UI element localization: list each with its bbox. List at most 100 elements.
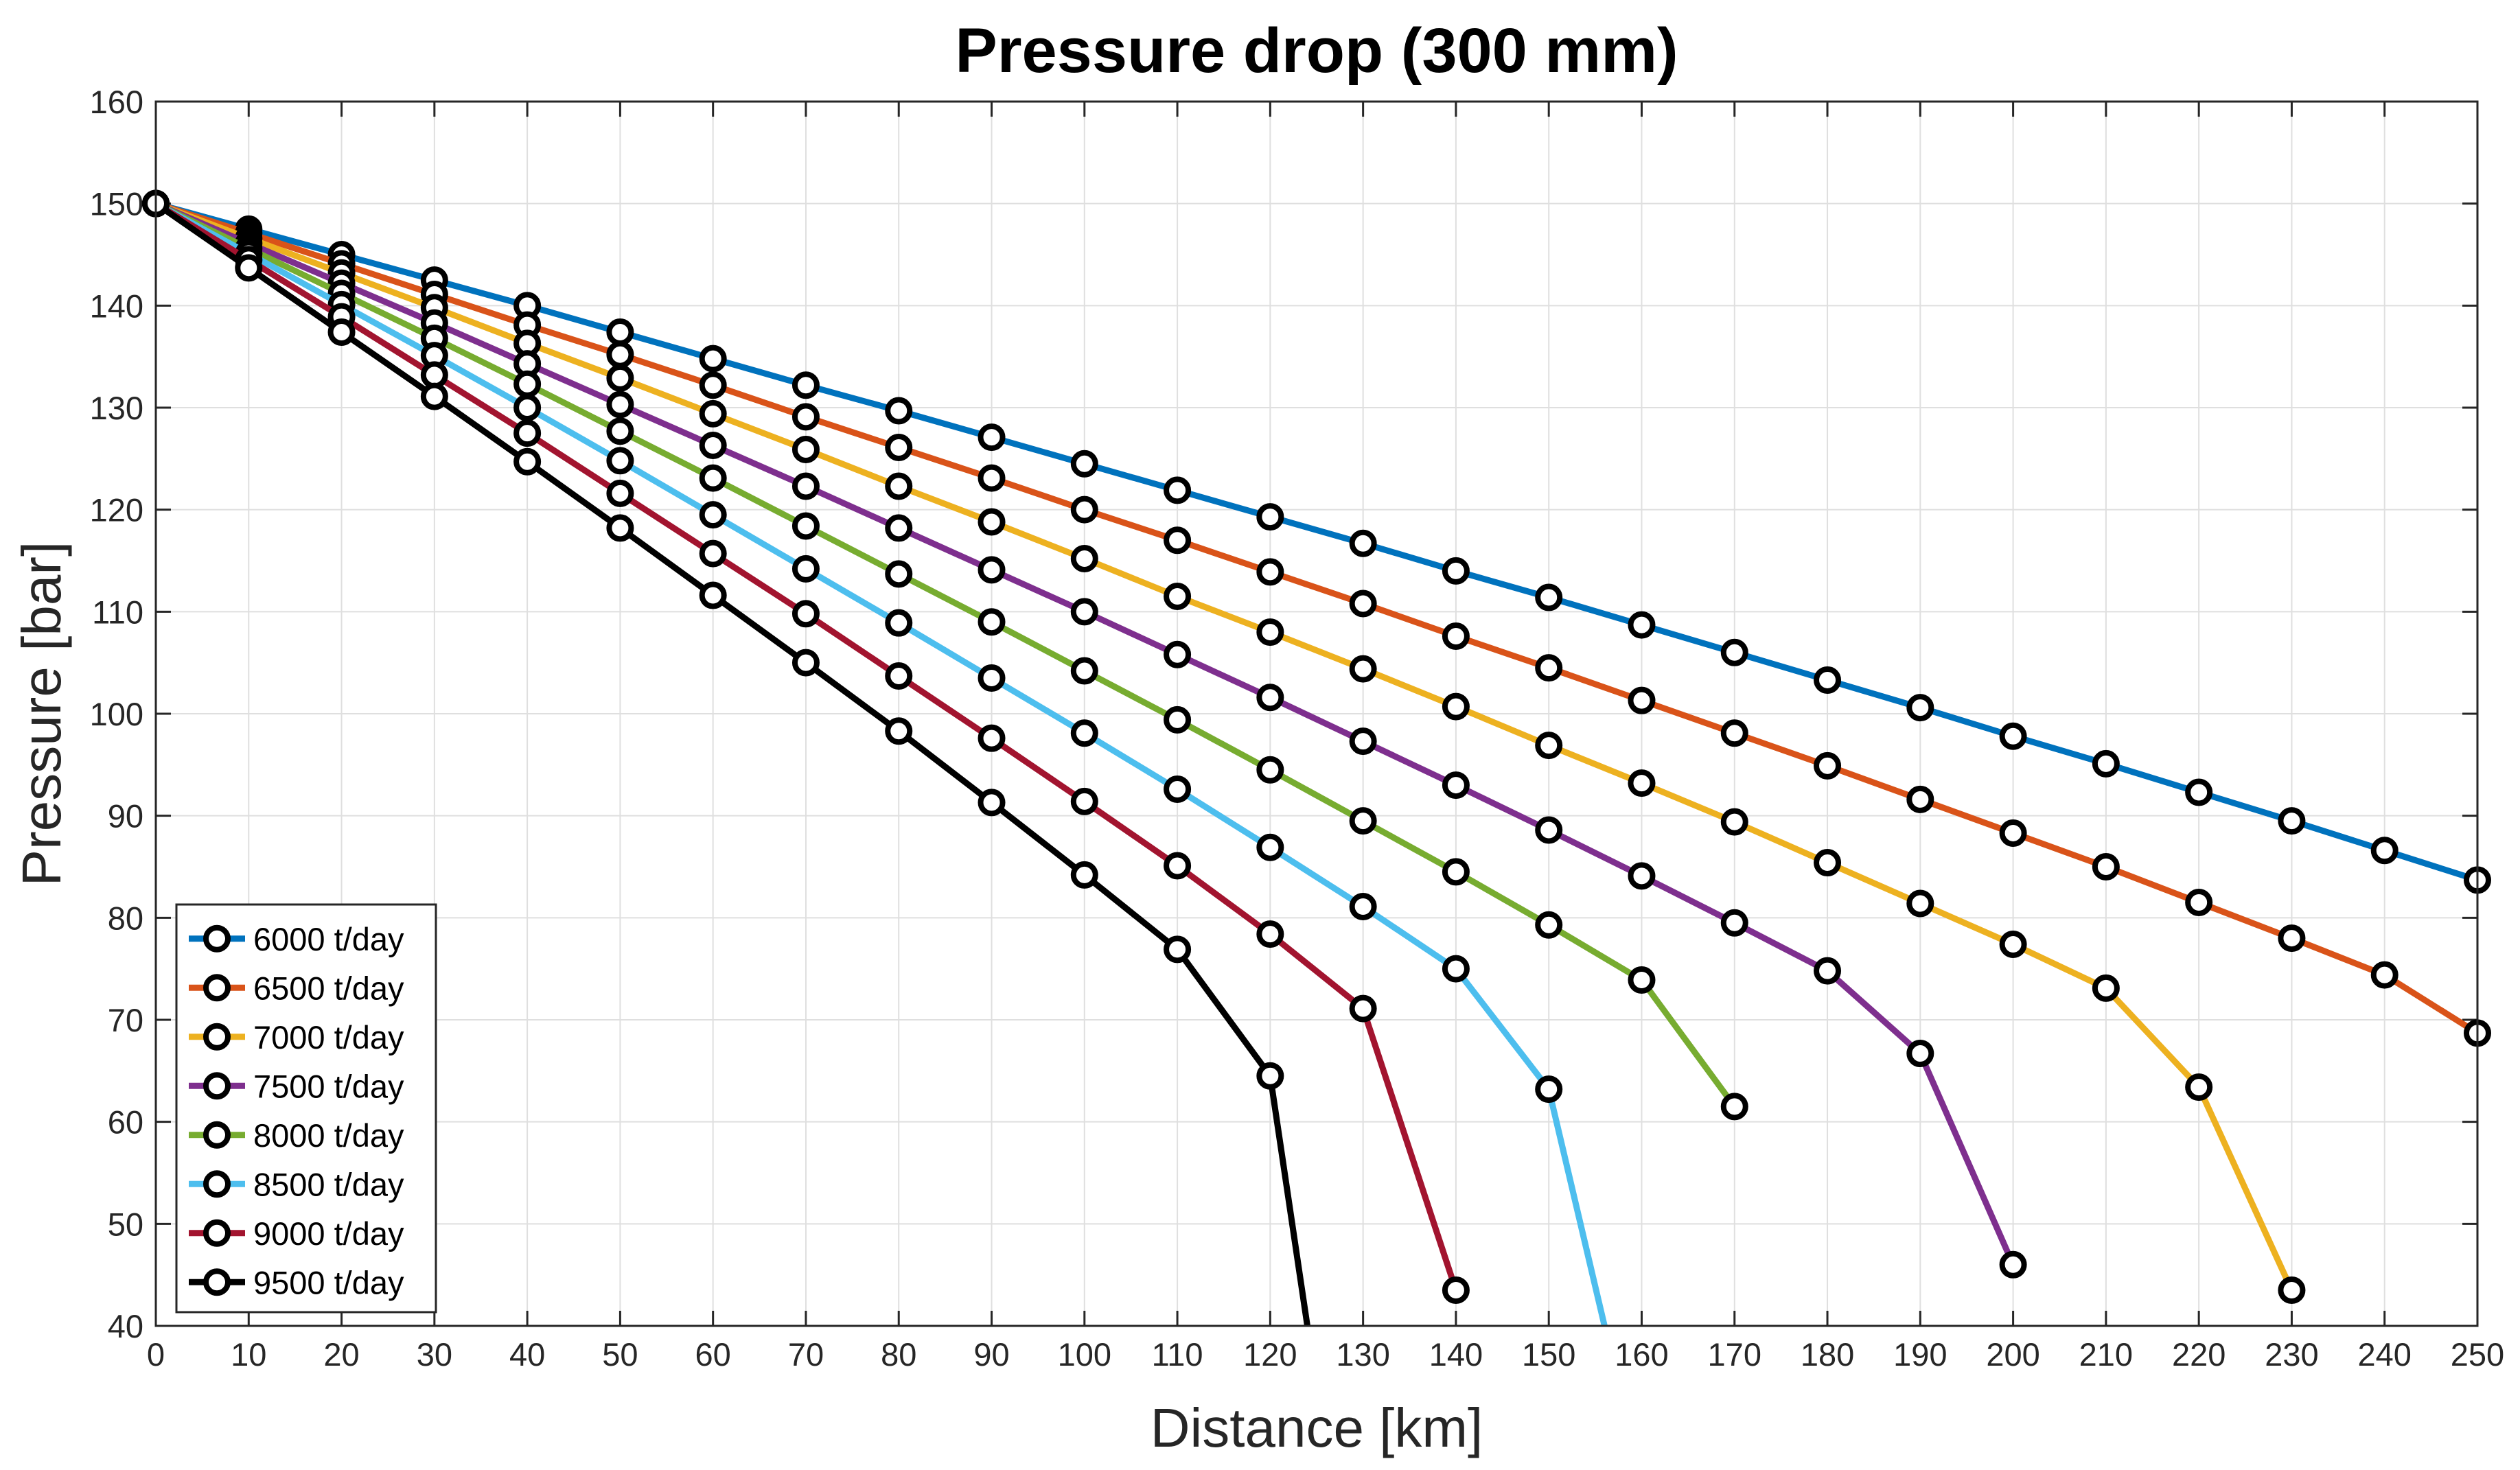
data-point (885, 433, 913, 461)
data-point (885, 717, 913, 745)
data-point (1814, 957, 1842, 985)
legend-marker (203, 1268, 231, 1296)
data-point (606, 390, 634, 419)
data-point (1349, 807, 1377, 835)
data-point (1164, 640, 1192, 668)
data-point (1628, 769, 1656, 797)
legend-label: 8000 t/day (253, 1117, 404, 1154)
y-tick-label: 120 (90, 492, 143, 528)
chart-title: Pressure drop (300 mm) (955, 16, 1678, 86)
data-point (1256, 756, 1284, 784)
data-point (606, 514, 634, 542)
data-point (513, 394, 542, 421)
x-tick-label: 10 (231, 1336, 266, 1373)
data-point (1628, 966, 1656, 994)
data-point (606, 340, 634, 369)
legend-marker (203, 974, 231, 1002)
data-point (885, 397, 913, 425)
x-tick-label: 250 (2451, 1336, 2504, 1373)
legend-marker (203, 1121, 231, 1149)
data-point (2370, 961, 2398, 989)
data-point (1814, 666, 1842, 694)
series-line (156, 200, 2477, 883)
data-point (1256, 618, 1284, 646)
legend-item: 9000 t/day (189, 1215, 404, 1252)
data-point (2092, 749, 2120, 778)
data-point (2092, 974, 2120, 1002)
data-point (885, 560, 913, 588)
data-point (1906, 889, 1934, 918)
data-point (1906, 785, 1934, 813)
data-point (2185, 1073, 2213, 1101)
data-point (1164, 852, 1192, 880)
y-tick-label: 40 (108, 1308, 143, 1344)
data-point (699, 399, 727, 428)
data-point (2185, 778, 2213, 806)
data-point (1256, 558, 1284, 586)
x-tick-label: 110 (1152, 1336, 1203, 1373)
data-point (2092, 853, 2120, 880)
x-tick-label: 210 (2079, 1336, 2133, 1373)
legend-item: 6000 t/day (189, 921, 404, 957)
data-point (978, 423, 1006, 452)
data-point (1070, 598, 1098, 626)
data-point (1349, 655, 1377, 683)
data-point (978, 464, 1006, 492)
data-point (1814, 751, 1842, 780)
data-point (699, 501, 727, 529)
data-point (791, 555, 820, 583)
data-point (978, 608, 1006, 636)
y-tick-label: 80 (108, 900, 143, 936)
x-tick-label: 70 (788, 1336, 824, 1373)
x-tick-label: 0 (147, 1336, 165, 1373)
data-point (1256, 503, 1284, 531)
x-tick-label: 90 (973, 1336, 1009, 1373)
data-point (513, 419, 542, 447)
data-point (1535, 816, 1563, 844)
data-point (1256, 1062, 1284, 1090)
data-point (1070, 450, 1098, 478)
data-point (513, 370, 542, 398)
data-point (1349, 892, 1377, 920)
legend-item: 8500 t/day (189, 1166, 404, 1202)
x-tick-label: 20 (323, 1336, 359, 1373)
data-point (699, 464, 727, 492)
data-point (978, 664, 1006, 692)
data-point (327, 318, 356, 346)
series-line (156, 200, 1310, 1326)
y-tick-label: 110 (92, 594, 143, 630)
data-point (1164, 705, 1192, 734)
data-point (1164, 583, 1192, 611)
y-tick-label: 60 (108, 1104, 143, 1141)
data-point (1720, 808, 1748, 836)
data-point (1442, 1276, 1470, 1304)
data-point (1070, 657, 1098, 685)
data-point (1999, 1250, 2027, 1279)
x-tick-label: 140 (1429, 1336, 1483, 1373)
data-point (1720, 719, 1748, 747)
x-tick-label: 100 (1058, 1336, 1111, 1373)
data-point (1999, 819, 2027, 847)
data-point (1906, 1040, 1934, 1068)
legend-label: 9500 t/day (253, 1264, 404, 1300)
series-line (156, 200, 2477, 1036)
data-point (1535, 1075, 1563, 1104)
data-point (606, 364, 634, 392)
x-tick-label: 180 (1801, 1336, 1854, 1373)
data-point (606, 417, 634, 445)
data-point (1256, 684, 1284, 712)
y-tick-label: 70 (108, 1002, 143, 1038)
data-point (1720, 1093, 1748, 1121)
data-point (420, 382, 448, 410)
data-point (978, 556, 1006, 584)
x-axis-ticks: 0 10 20 30 40 50 60 70 80 90 100 110 120 130 140 150 160… (147, 102, 2504, 1373)
x-tick-label: 190 (1893, 1336, 1947, 1373)
data-point (1349, 994, 1377, 1023)
data-point (791, 472, 820, 500)
data-point (699, 539, 727, 568)
y-tick-label: 50 (108, 1206, 143, 1242)
data-point (1164, 526, 1192, 555)
data-point (1535, 654, 1563, 682)
series-line (156, 200, 2295, 1292)
data-point (606, 447, 634, 475)
